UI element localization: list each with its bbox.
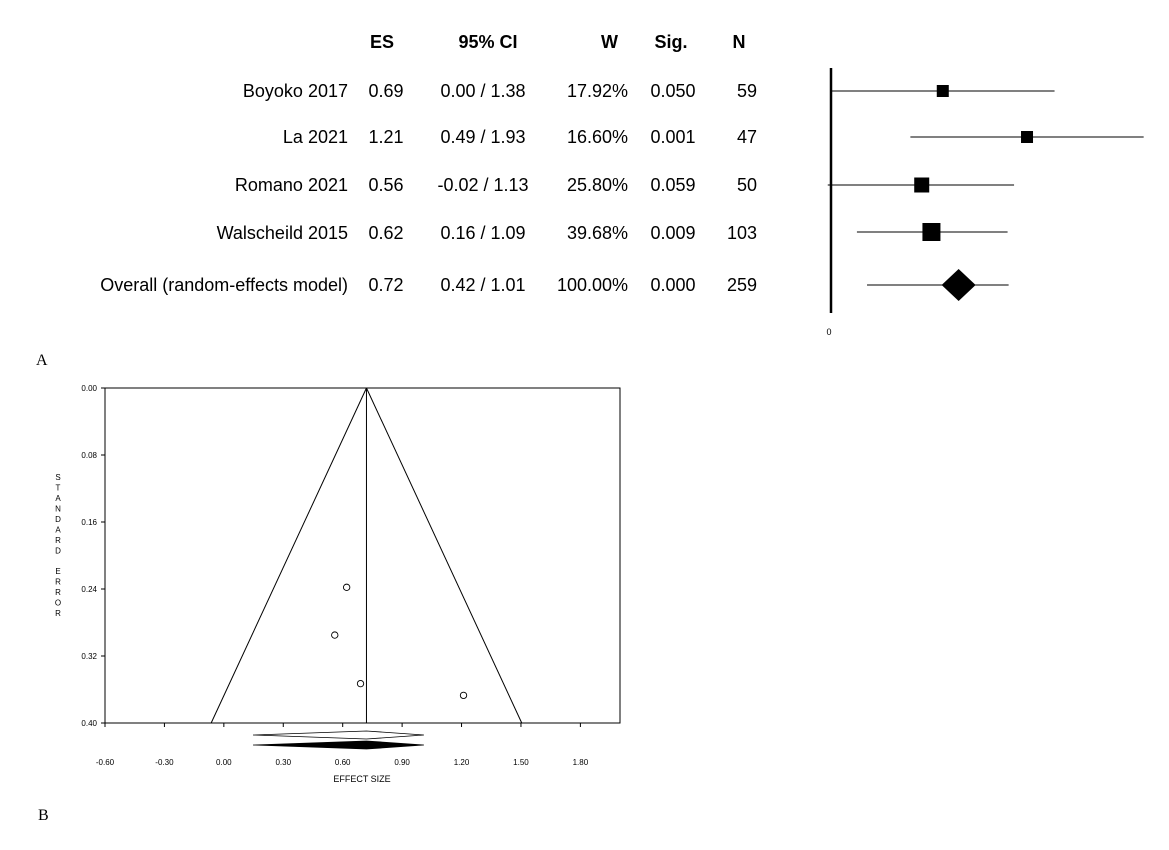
panel-label-a: A — [36, 352, 48, 369]
row-significance: 0.009 — [650, 223, 695, 243]
y-axis-label-letter: R — [55, 588, 61, 597]
header-sig: Sig. — [654, 32, 687, 52]
forest-plot-panel: ES 95% CI W Sig. N Boyoko 2017 0.69 0.00 /… — [100, 32, 1144, 337]
y-tick-label: 0.00 — [81, 384, 97, 393]
row-significance: 0.059 — [650, 175, 695, 195]
row-significance: 0.000 — [650, 275, 695, 295]
funnel-marks — [210, 387, 523, 750]
funnel-left-boundary — [210, 387, 367, 724]
row-weight: 25.80% — [567, 175, 628, 195]
funnel-right-boundary — [366, 387, 523, 724]
zero-tick-label: 0 — [826, 327, 831, 337]
effect-size-square — [922, 223, 941, 241]
funnel-x-axis-label: EFFECT SIZE — [333, 774, 390, 784]
row-effect-size: 0.56 — [368, 175, 403, 195]
y-tick-label: 0.16 — [81, 518, 97, 527]
header-ci: 95% CI — [458, 32, 517, 52]
x-tick-label: 1.20 — [454, 758, 470, 767]
overall-diamond — [941, 269, 976, 301]
row-significance: 0.050 — [650, 81, 695, 101]
x-tick-label: -0.30 — [155, 758, 174, 767]
header-n: N — [733, 32, 746, 52]
row-weight: 16.60% — [567, 127, 628, 147]
forest-table-rows: Boyoko 2017 0.69 0.00 / 1.38 17.92% 0.050 59 L… — [100, 81, 757, 295]
funnel-study-point — [356, 679, 365, 688]
row-confidence-interval: 0.00 / 1.38 — [440, 81, 525, 101]
row-effect-size: 0.69 — [368, 81, 403, 101]
funnel-study-point — [331, 631, 339, 639]
x-tick-label: 1.50 — [513, 758, 529, 767]
funnel-plot-frame — [104, 387, 621, 724]
y-axis-label-letter: R — [55, 609, 61, 618]
y-axis-label-letter: O — [55, 599, 61, 608]
x-tick-label: 1.80 — [573, 758, 589, 767]
row-weight: 17.92% — [567, 81, 628, 101]
effect-size-square — [936, 85, 949, 97]
funnel-plot-panel: -0.60 -0.30 0.00 0.30 0.60 0.90 1.20 1.50 1.80 0.… — [55, 384, 621, 784]
row-confidence-interval: 0.49 / 1.93 — [440, 127, 525, 147]
row-study-name: Walscheild 2015 — [217, 223, 348, 243]
row-sample-size: 103 — [727, 223, 757, 243]
funnel-study-point — [343, 583, 351, 591]
y-tick-label: 0.08 — [81, 451, 97, 460]
summary-diamond-filled — [253, 740, 424, 750]
row-confidence-interval: -0.02 / 1.13 — [437, 175, 528, 195]
row-sample-size: 50 — [737, 175, 757, 195]
row-sample-size: 47 — [737, 127, 757, 147]
y-axis-label-letter: T — [56, 484, 61, 493]
row-effect-size: 0.72 — [368, 275, 403, 295]
y-axis-label-letter: D — [55, 515, 61, 524]
summary-diamond-open — [253, 730, 424, 740]
effect-size-square — [914, 177, 930, 193]
row-effect-size: 0.62 — [368, 223, 403, 243]
row-confidence-interval: 0.16 / 1.09 — [440, 223, 525, 243]
x-tick-label: 0.00 — [216, 758, 232, 767]
y-axis-label-letter: A — [55, 494, 61, 503]
row-sample-size: 259 — [727, 275, 757, 295]
x-tick-label: 0.60 — [335, 758, 351, 767]
row-weight: 100.00% — [557, 275, 628, 295]
row-weight: 39.68% — [567, 223, 628, 243]
y-axis-label-letter: R — [55, 536, 61, 545]
row-sample-size: 59 — [737, 81, 757, 101]
row-study-name: Boyoko 2017 — [243, 81, 348, 101]
funnel-axes: -0.60 -0.30 0.00 0.30 0.60 0.90 1.20 1.50 1.80 0.… — [81, 384, 588, 767]
header-weight: W — [601, 32, 618, 52]
row-study-name: Romano 2021 — [235, 175, 348, 195]
x-tick-label: 0.30 — [275, 758, 291, 767]
row-study-name: La 2021 — [283, 127, 348, 147]
y-tick-label: 0.24 — [81, 585, 97, 594]
y-tick-label: 0.40 — [81, 719, 97, 728]
panel-label-b: B — [38, 807, 49, 824]
y-axis-label-letter: E — [55, 567, 60, 576]
header-es: ES — [370, 32, 394, 52]
row-significance: 0.001 — [650, 127, 695, 147]
y-axis-label-letter: S — [55, 473, 60, 482]
y-tick-label: 0.32 — [81, 652, 97, 661]
row-effect-size: 1.21 — [368, 127, 403, 147]
x-tick-label: -0.60 — [96, 758, 115, 767]
y-axis-label-letter: R — [55, 578, 61, 587]
y-axis-label-letter: D — [55, 547, 61, 556]
row-confidence-interval: 0.42 / 1.01 — [440, 275, 525, 295]
y-axis-label-letter: A — [55, 526, 61, 535]
funnel-study-point — [459, 691, 468, 700]
forest-plot-marks — [827, 85, 1144, 301]
row-study-name: Overall (random-effects model) — [100, 275, 348, 295]
y-axis-label-letter: N — [55, 505, 61, 514]
x-tick-label: 0.90 — [394, 758, 410, 767]
effect-size-square — [1021, 131, 1034, 143]
